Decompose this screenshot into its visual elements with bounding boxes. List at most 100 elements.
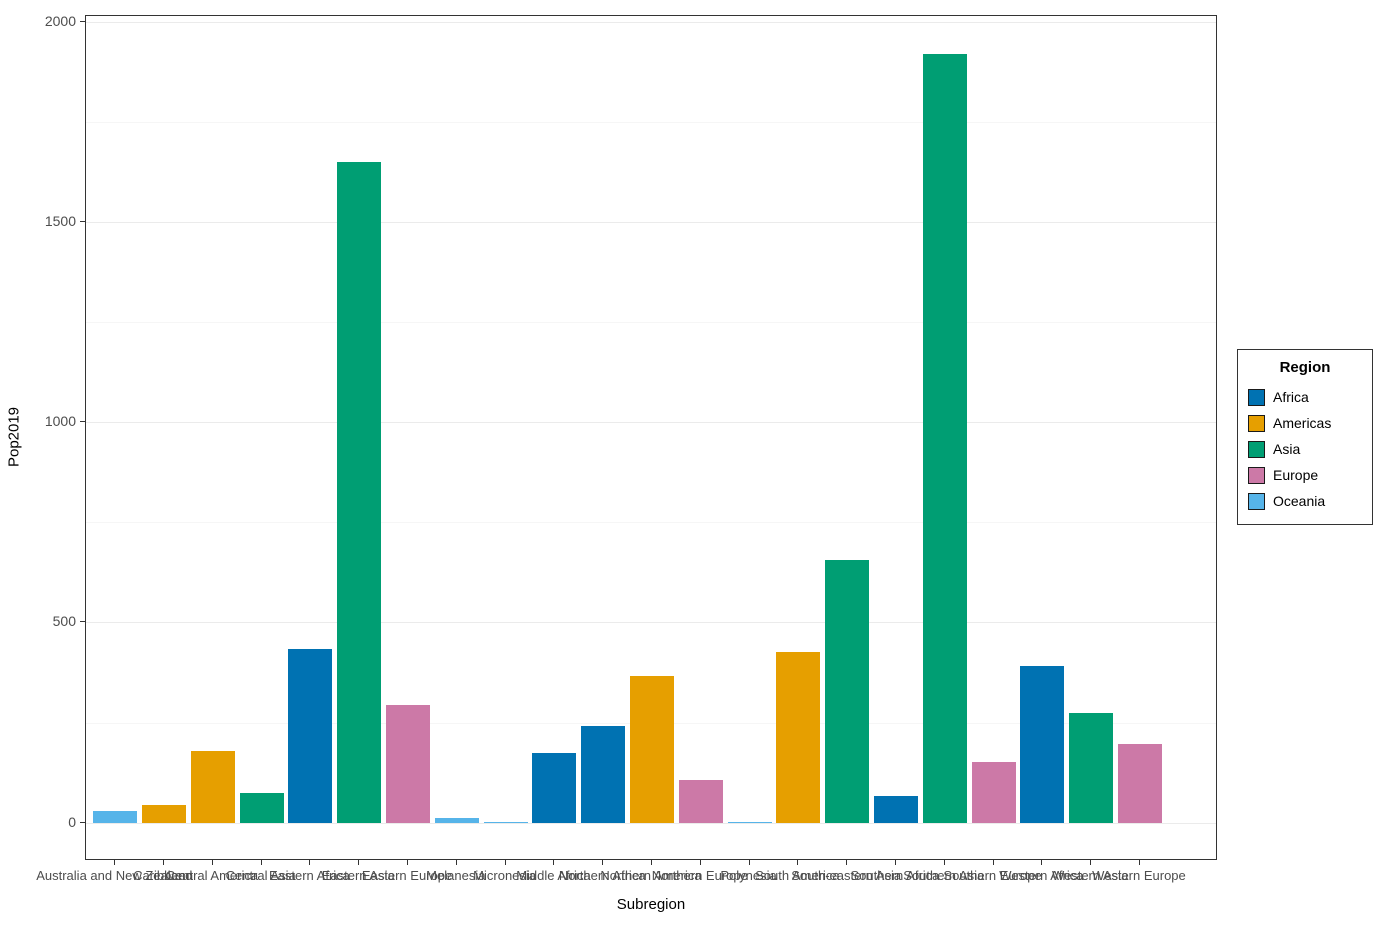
- bar-middle-africa: [532, 752, 577, 823]
- x-tick-mark: [260, 860, 262, 865]
- x-tick-label-western-africa: Western Africa: [999, 868, 1084, 883]
- x-tick-label-southern-europe: Southern Europe: [943, 868, 1042, 883]
- bar-western-asia: [1069, 712, 1114, 823]
- y-tick-mark: [80, 621, 85, 623]
- bar-eastern-asia: [337, 161, 382, 823]
- bar-melanesia: [434, 818, 479, 823]
- legend-label-africa: Africa: [1273, 389, 1309, 405]
- minor-gridline: [86, 522, 1216, 524]
- legend-title: Region: [1279, 359, 1331, 376]
- major-gridline: [86, 21, 1216, 23]
- x-tick-mark: [797, 860, 799, 865]
- x-tick-mark: [455, 860, 457, 865]
- x-tick-label-eastern-africa: Eastern Africa: [268, 868, 350, 883]
- x-tick-mark: [1138, 860, 1140, 865]
- x-axis-title: Subregion: [616, 896, 686, 913]
- y-tick-mark: [80, 20, 85, 22]
- bar-northern-america: [630, 676, 674, 823]
- x-tick-label-polynesia: Polynesia: [720, 868, 777, 883]
- major-gridline: [86, 422, 1216, 424]
- major-gridline: [86, 822, 1216, 824]
- x-tick-mark: [748, 860, 750, 865]
- bar-southern-asia: [922, 54, 967, 823]
- legend-key-asia: Asia: [1248, 436, 1362, 462]
- x-tick-mark: [699, 860, 701, 865]
- x-tick-mark: [504, 860, 506, 865]
- legend-key-americas: Americas: [1248, 410, 1362, 436]
- x-tick-mark: [992, 860, 994, 865]
- x-tick-label-caribbean: Caribbean: [133, 868, 194, 883]
- legend-swatch-africa: [1248, 388, 1265, 406]
- bar-western-europe: [1117, 744, 1162, 823]
- legend-swatch-oceania: [1248, 492, 1265, 510]
- bar-south-america: [776, 651, 821, 823]
- y-tick-label: 500: [52, 613, 76, 630]
- y-tick-mark: [80, 221, 85, 223]
- x-tick-label-central-america: Central America: [165, 868, 259, 883]
- legend-swatch-americas: [1248, 414, 1265, 432]
- bar-australia-and-new-zealand: [93, 810, 138, 823]
- y-tick-label: 1000: [44, 413, 76, 430]
- x-tick-mark: [651, 860, 652, 865]
- y-tick-label: 1500: [44, 213, 76, 230]
- bar-eastern-africa: [288, 649, 333, 823]
- bar-northern-europe: [678, 780, 723, 823]
- x-tick-label-northern-africa: Northern Africa: [558, 868, 646, 883]
- plot-panel: [85, 15, 1217, 860]
- x-tick-label-south-eastern-asia: South-eastern Asia: [791, 868, 902, 883]
- x-tick-mark: [943, 860, 945, 865]
- bar-southern-europe: [971, 761, 1016, 823]
- legend-key-oceania: Oceania: [1248, 488, 1362, 514]
- x-tick-mark: [163, 860, 165, 865]
- y-tick-label: 0: [68, 813, 76, 830]
- bar-central-america: [190, 751, 235, 823]
- x-tick-label-southern-africa: Southern Africa: [850, 868, 940, 883]
- legend: Region Africa Americas Asia Europe Oceania: [1237, 349, 1373, 525]
- x-tick-label-central-asia: Central Asia: [225, 868, 296, 883]
- x-tick-mark: [894, 860, 896, 865]
- x-tick-label-southern-asia: Southern Asia: [903, 868, 985, 883]
- x-tick-mark: [407, 860, 409, 865]
- x-tick-label-eastern-asia: Eastern Asia: [321, 868, 395, 883]
- x-tick-label-western-europe: Western Europe: [1092, 868, 1186, 883]
- x-tick-mark: [553, 860, 555, 865]
- x-tick-label-south-america: South America: [755, 868, 840, 883]
- bar-south-eastern-asia: [825, 560, 870, 823]
- x-tick-label-western-asia: Western Asia: [1051, 868, 1129, 883]
- y-tick-mark: [80, 821, 85, 823]
- x-tick-mark: [211, 860, 213, 865]
- bar-western-africa: [1020, 666, 1065, 823]
- legend-key-africa: Africa: [1248, 384, 1362, 410]
- x-tick-label-micronesia: Micronesia: [473, 868, 537, 883]
- bar-central-asia: [239, 793, 284, 823]
- minor-gridline: [86, 122, 1216, 124]
- legend-label-americas: Americas: [1273, 415, 1332, 431]
- x-tick-label-northern-america: Northern America: [600, 868, 702, 883]
- x-tick-mark: [309, 860, 311, 865]
- x-tick-mark: [1090, 860, 1092, 865]
- x-tick-label-australia-and-new-zealand: Australia and New Zealand: [36, 868, 193, 883]
- x-tick-label-eastern-europe: Eastern Europe: [361, 868, 453, 883]
- bar-caribbean: [142, 805, 187, 823]
- legend-swatch-europe: [1248, 466, 1265, 484]
- x-tick-mark: [846, 860, 848, 865]
- x-tick-mark: [602, 860, 604, 865]
- legend-swatch-asia: [1248, 440, 1265, 458]
- x-tick-label-northern-europe: Northern Europe: [651, 868, 748, 883]
- y-tick-mark: [80, 421, 85, 423]
- x-tick-mark: [1041, 860, 1043, 865]
- x-tick-mark: [114, 860, 116, 865]
- bar-eastern-europe: [386, 705, 430, 823]
- bar-southern-africa: [874, 796, 918, 823]
- legend-key-europe: Europe: [1248, 462, 1362, 488]
- legend-label-europe: Europe: [1273, 467, 1319, 483]
- legend-label-oceania: Oceania: [1273, 493, 1326, 509]
- y-tick-label: 2000: [44, 12, 76, 29]
- major-gridline: [86, 222, 1216, 224]
- x-tick-mark: [358, 860, 360, 865]
- bar-northern-africa: [581, 726, 626, 823]
- x-tick-label-melanesia: Melanesia: [426, 868, 486, 883]
- x-tick-label-middle-africa: Middle Africa: [516, 868, 591, 883]
- minor-gridline: [86, 322, 1216, 324]
